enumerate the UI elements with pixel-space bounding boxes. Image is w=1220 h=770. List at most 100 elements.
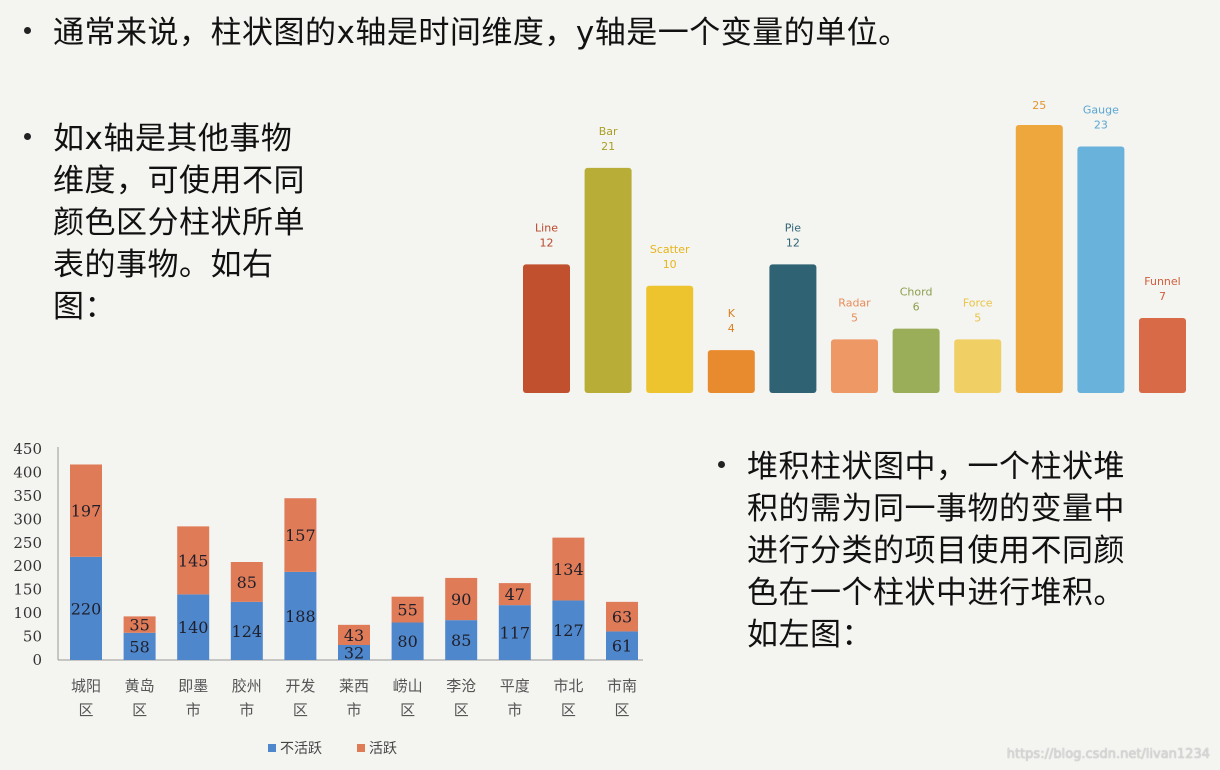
bullet-line: 如x轴是其他事物 (53, 121, 293, 157)
bullet-line: 表的事物。如右 (53, 247, 274, 283)
bar (707, 350, 755, 393)
category-label: K (728, 307, 736, 320)
legend-label: 活跃 (369, 741, 397, 757)
x-tick-label: 区 (454, 701, 469, 719)
x-tick-label: 市 (507, 701, 522, 719)
x-tick-label: 李沧 (446, 677, 476, 695)
data-label: 12 (540, 236, 554, 249)
data-label: 23 (1094, 118, 1108, 131)
category-label: Scatter (650, 243, 690, 256)
category-label: Pie (785, 221, 801, 234)
bar (954, 339, 1002, 393)
x-tick-label: 区 (561, 701, 576, 719)
y-tick-label: 300 (13, 510, 42, 528)
data-label: 61 (612, 637, 632, 656)
x-tick-label: 市 (239, 701, 254, 719)
bullet-3: 堆积柱状图中，一个柱状堆 积的需为同一事物的变量中 进行分类的项目使用不同颜 色… (718, 446, 1125, 656)
category-label: Line (535, 221, 558, 234)
data-label: 85 (237, 573, 257, 592)
data-label: 5 (851, 311, 858, 324)
x-tick-label: 胶州 (232, 677, 262, 695)
bar-segment-inactive (552, 600, 585, 660)
data-label: 140 (178, 618, 209, 637)
data-label: 80 (397, 632, 417, 651)
data-label: 188 (285, 607, 316, 626)
x-tick-label: 区 (400, 701, 415, 719)
bullet-dot (24, 27, 31, 34)
data-label: 134 (553, 560, 584, 579)
y-tick-label: 450 (13, 440, 42, 458)
bullet-line: 通常来说，柱状图的x轴是时间维度，y轴是一个变量的单位。 (53, 15, 910, 51)
x-tick-label: 崂山 (393, 677, 423, 695)
bar-segment-inactive (606, 631, 638, 660)
bar (1077, 146, 1125, 393)
y-tick-label: 0 (32, 651, 42, 669)
data-label: 5 (974, 311, 981, 324)
bullet-line: 颜色区分柱状所单 (53, 205, 305, 241)
bar-segment-inactive (338, 644, 370, 660)
data-label: 32 (344, 643, 364, 662)
data-label: 124 (232, 622, 263, 641)
data-label: 63 (612, 608, 632, 627)
data-label: 117 (500, 624, 531, 643)
bar-segment-active (70, 464, 102, 557)
data-label: 85 (451, 631, 471, 650)
bar-segment-active (284, 498, 317, 572)
x-tick-label: 区 (614, 701, 629, 719)
data-label: 157 (285, 526, 316, 545)
bullet-text-3: 堆积柱状图中，一个柱状堆 积的需为同一事物的变量中 进行分类的项目使用不同颜 色… (747, 446, 1125, 656)
legend-swatch (357, 744, 365, 752)
data-label: 4 (728, 322, 735, 335)
bullet-line: 积的需为同一事物的变量中 (747, 491, 1125, 527)
bullet-1: 通常来说，柱状图的x轴是时间维度，y轴是一个变量的单位。 (24, 12, 910, 54)
bar-segment-inactive (391, 622, 424, 660)
bullet-line: 图： (53, 289, 116, 325)
bar (523, 264, 570, 393)
data-label: 43 (344, 626, 364, 645)
x-tick-label: 区 (293, 701, 308, 719)
data-label: 35 (129, 616, 149, 635)
data-label: 10 (663, 258, 677, 271)
data-label: 127 (553, 621, 584, 640)
data-label: 47 (505, 585, 525, 604)
legend: 不活跃 活跃 (268, 741, 397, 757)
category-label: Funnel (1144, 275, 1180, 288)
data-label: 58 (129, 637, 149, 656)
bar-segment-inactive (498, 605, 531, 660)
y-tick-label: 400 (13, 463, 42, 481)
x-tick-label: 市北 (553, 677, 583, 695)
data-label: 145 (178, 551, 209, 570)
bar-segment-inactive (70, 556, 102, 660)
data-label: 220 (71, 599, 102, 618)
bar (831, 339, 878, 393)
category-label: Gauge (1083, 103, 1119, 116)
y-tick-label: 150 (13, 581, 42, 599)
data-label: 90 (451, 590, 471, 609)
bullet-2: 如x轴是其他事物 维度，可使用不同 颜色区分柱状所单 表的事物。如右 图： (24, 118, 305, 328)
bar (646, 285, 694, 393)
bar-segment-inactive (177, 594, 210, 660)
category-label: Radar (838, 296, 871, 309)
bar-segment-active (606, 601, 638, 632)
data-label: 7 (1159, 290, 1166, 303)
data-label: 12 (786, 236, 800, 249)
x-tick-label: 市 (186, 701, 201, 719)
y-tick-label: 250 (13, 534, 42, 552)
bar-segment-inactive (123, 632, 156, 660)
y-tick-label: 200 (13, 557, 42, 575)
x-tick-label: 区 (132, 701, 147, 719)
bullet-text-1: 通常来说，柱状图的x轴是时间维度，y轴是一个变量的单位。 (53, 12, 910, 54)
legend-swatch (268, 744, 276, 752)
category-label: Bar (599, 125, 618, 138)
y-tick-label: 350 (13, 487, 42, 505)
category-bar-chart: Line 12 Bar 21 Scatter 10 K 4 Pie 12 Radar 5 Chord 6 F… (523, 99, 1186, 393)
bar (892, 328, 940, 393)
bar-segment-active (552, 537, 585, 601)
x-tick-label: 黄岛 (125, 677, 155, 695)
bar-segment-active (230, 562, 263, 602)
bar-segment-active (445, 577, 478, 621)
bar-segment-active (123, 616, 156, 633)
x-tick-label: 平度 (500, 677, 530, 695)
bullet-text-2: 如x轴是其他事物 维度，可使用不同 颜色区分柱状所单 表的事物。如右 图： (53, 118, 305, 328)
bar-segment-inactive (284, 571, 317, 660)
